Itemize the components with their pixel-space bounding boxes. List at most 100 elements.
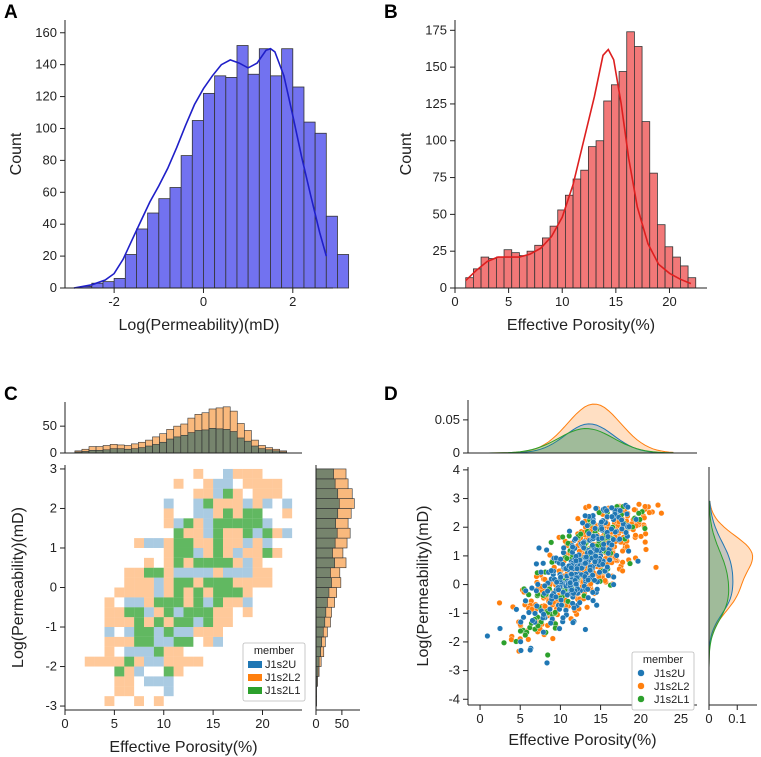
scatter-point — [580, 544, 587, 551]
panelD-right-x-tick-label: 0 — [705, 711, 712, 726]
heatmap-cell — [193, 518, 204, 529]
scatter-point — [513, 606, 520, 613]
scatter-point — [616, 536, 623, 543]
heatmap-cell — [223, 617, 233, 628]
scatter-point — [646, 509, 653, 516]
panelA-y-tick-label: 40 — [43, 216, 57, 231]
heatmap-cell — [252, 547, 263, 558]
panelD-legend-label: J1s2U — [654, 668, 685, 680]
heatmap-cell — [124, 607, 135, 618]
heatmap-cell — [242, 607, 253, 618]
scatter-point — [533, 560, 540, 567]
heatmap-cell — [163, 597, 174, 608]
heatmap-cell — [144, 587, 154, 598]
scatter-point — [538, 569, 545, 576]
heatmap-cell — [232, 528, 243, 539]
heatmap-cell — [203, 557, 214, 568]
top-marginal-bar-overlap — [215, 428, 224, 454]
heatmap-cell — [183, 547, 194, 558]
hist-bar — [580, 169, 589, 289]
panelB-x-tick-label: 20 — [662, 294, 676, 309]
scatter-point — [591, 558, 598, 565]
scatter-point — [592, 553, 599, 560]
heatmap-cell — [242, 587, 253, 598]
scatter-point — [560, 614, 567, 621]
scatter-point — [533, 603, 540, 610]
heatmap-cell — [134, 636, 144, 647]
panel-a-histogram: -2 0 2020406080100120140160Log(Permeabilit… — [8, 20, 350, 334]
heatmap-cell — [163, 666, 174, 677]
heatmap-cell — [232, 488, 243, 499]
heatmap-cell — [242, 498, 253, 509]
kde-curve — [73, 47, 328, 289]
scatter-point — [625, 548, 632, 555]
scatter-point — [582, 512, 589, 519]
scatter-point — [624, 504, 631, 511]
right-marginal-bar-overlap — [315, 498, 340, 509]
scatter-point — [642, 539, 649, 546]
scatter-point — [627, 560, 634, 567]
scatter-point — [496, 599, 503, 606]
heatmap-cell — [134, 577, 144, 588]
scatter-point — [522, 632, 529, 639]
heatmap-cell — [144, 646, 154, 657]
panelD-top-y-tick-label: 0.05 — [435, 412, 460, 427]
panelA-x-tick-label: 2 — [289, 294, 296, 309]
panelD-legend-marker — [637, 695, 645, 703]
heatmap-cell — [242, 508, 253, 519]
heatmap-cell — [144, 597, 154, 608]
panelC-y-tick-label: 3 — [50, 461, 57, 476]
panelC-y-tick-label: -1 — [45, 619, 57, 634]
panelC-top-y-tick-label: 0 — [50, 445, 57, 460]
scatter-point — [635, 558, 642, 565]
scatter-point — [574, 565, 581, 572]
heatmap-cell — [252, 518, 263, 529]
scatter-point — [533, 587, 540, 594]
panelD-legend-label: J1s2L2 — [654, 681, 689, 693]
scatter-point — [522, 597, 529, 604]
heatmap-cell — [183, 597, 194, 608]
heatmap-cell — [213, 538, 223, 548]
scatter-point — [593, 547, 600, 554]
scatter-point — [610, 574, 617, 581]
scatter-point — [584, 522, 591, 529]
scatter-point — [529, 617, 536, 624]
scatter-point — [567, 579, 574, 586]
heatmap-cell — [232, 518, 243, 529]
top-marginal-bar-overlap — [145, 445, 153, 454]
right-marginal-bar-overlap — [315, 597, 328, 608]
x-axis-title: Effective Porosity(%) — [508, 732, 656, 749]
hist-bar — [147, 212, 160, 289]
scatter-point — [598, 519, 605, 526]
scatter-point — [587, 549, 594, 556]
scatter-point — [587, 567, 594, 574]
panelB-x-tick-label: 0 — [451, 294, 458, 309]
heatmap-cell — [124, 686, 135, 697]
heatmap-cell — [203, 597, 214, 608]
scatter-point — [548, 567, 555, 574]
scatter-point — [610, 536, 617, 543]
top-marginal-bar-overlap — [229, 431, 238, 454]
heatmap-cell — [134, 646, 144, 657]
heatmap-cell — [193, 627, 204, 637]
scatter-point — [626, 523, 633, 530]
heatmap-cell — [124, 617, 135, 628]
heatmap-cell — [203, 627, 214, 637]
right-marginal-bar-overlap — [315, 587, 330, 598]
heatmap-cell — [203, 538, 214, 548]
hist-bar — [113, 278, 126, 289]
scatter-point — [573, 557, 580, 564]
heatmap-cell — [193, 468, 204, 479]
heatmap-cell — [223, 488, 233, 499]
heatmap-cell — [232, 468, 243, 479]
heatmap-cell — [153, 567, 164, 578]
heatmap-cell — [252, 538, 263, 548]
scatter-point — [624, 511, 631, 518]
panelB-y-tick-label: 150 — [425, 59, 447, 74]
panelA-y-tick-label: 60 — [43, 184, 57, 199]
heatmap-cell — [163, 627, 174, 637]
heatmap-cell — [173, 547, 184, 558]
right-marginal-bar-overlap — [315, 537, 336, 549]
hist-bar — [564, 194, 574, 289]
scatter-point — [598, 525, 605, 532]
